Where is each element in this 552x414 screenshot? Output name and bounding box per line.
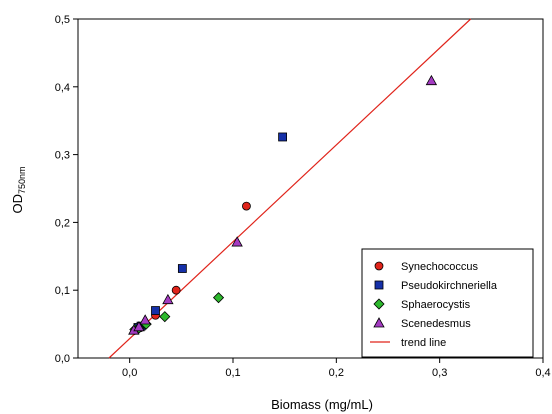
y-axis-title-main: OD xyxy=(10,194,25,214)
x-axis-title: Biomass (mg/mL) xyxy=(271,397,373,412)
y-axis-title: OD750nm xyxy=(10,166,27,213)
y-tick-label: 0,2 xyxy=(55,217,70,229)
y-tick-label: 0,1 xyxy=(55,285,70,297)
legend: Synechococcus Pseudokirchneriella Sphaeroc… xyxy=(361,248,534,358)
legend-marker-sphaerocystis xyxy=(373,298,385,310)
sphaerocystis-point xyxy=(212,292,225,304)
scenedesmus-point xyxy=(231,236,243,247)
legend-label: trend line xyxy=(401,337,446,349)
legend-box xyxy=(361,248,534,358)
y-axis: 0,0 0,1 0,2 0,3 0,4 0,5 xyxy=(55,14,78,365)
plot-area xyxy=(77,18,544,359)
pseudokirchneriella-point xyxy=(151,306,160,315)
legend-label: Scenedesmus xyxy=(401,318,471,330)
sphaerocystis-point xyxy=(159,311,171,323)
y-tick-label: 0,3 xyxy=(55,150,70,162)
scenedesmus-point xyxy=(133,320,145,332)
legend-label: Pseudokirchneriella xyxy=(401,280,498,292)
data-points xyxy=(128,74,438,336)
synechococcus-point xyxy=(171,285,181,295)
x-tick-label: 0,3 xyxy=(432,367,447,379)
legend-marker-synechococcus xyxy=(374,261,384,271)
pseudokirchneriella-point xyxy=(177,264,187,273)
scenedesmus-point xyxy=(425,74,438,86)
x-tick-label: 0,2 xyxy=(329,367,344,379)
pseudokirchneriella-point xyxy=(278,132,288,142)
plot-border xyxy=(77,18,544,359)
y-axis-title-sub: 750nm xyxy=(17,166,27,194)
x-tick-label: 0,0 xyxy=(122,367,137,379)
y-tick-label: 0,4 xyxy=(55,82,70,94)
x-tick-label: 0,1 xyxy=(225,367,240,379)
x-axis: 0,0 0,1 0,2 0,3 0,4 xyxy=(122,358,551,379)
scenedesmus-point xyxy=(139,314,151,325)
scenedesmus-point xyxy=(162,293,174,305)
x-tick-label: 0,4 xyxy=(535,367,550,379)
synechococcus-point xyxy=(242,201,251,211)
y-tick-label: 0,5 xyxy=(55,14,70,26)
y-tick-label: 0,0 xyxy=(55,353,70,365)
legend-marker-scenedesmus xyxy=(373,317,385,328)
legend-marker-pseudokirchneriella xyxy=(374,280,384,290)
legend-label: Synechococcus xyxy=(401,261,479,273)
legend-label: Sphaerocystis xyxy=(401,299,471,311)
